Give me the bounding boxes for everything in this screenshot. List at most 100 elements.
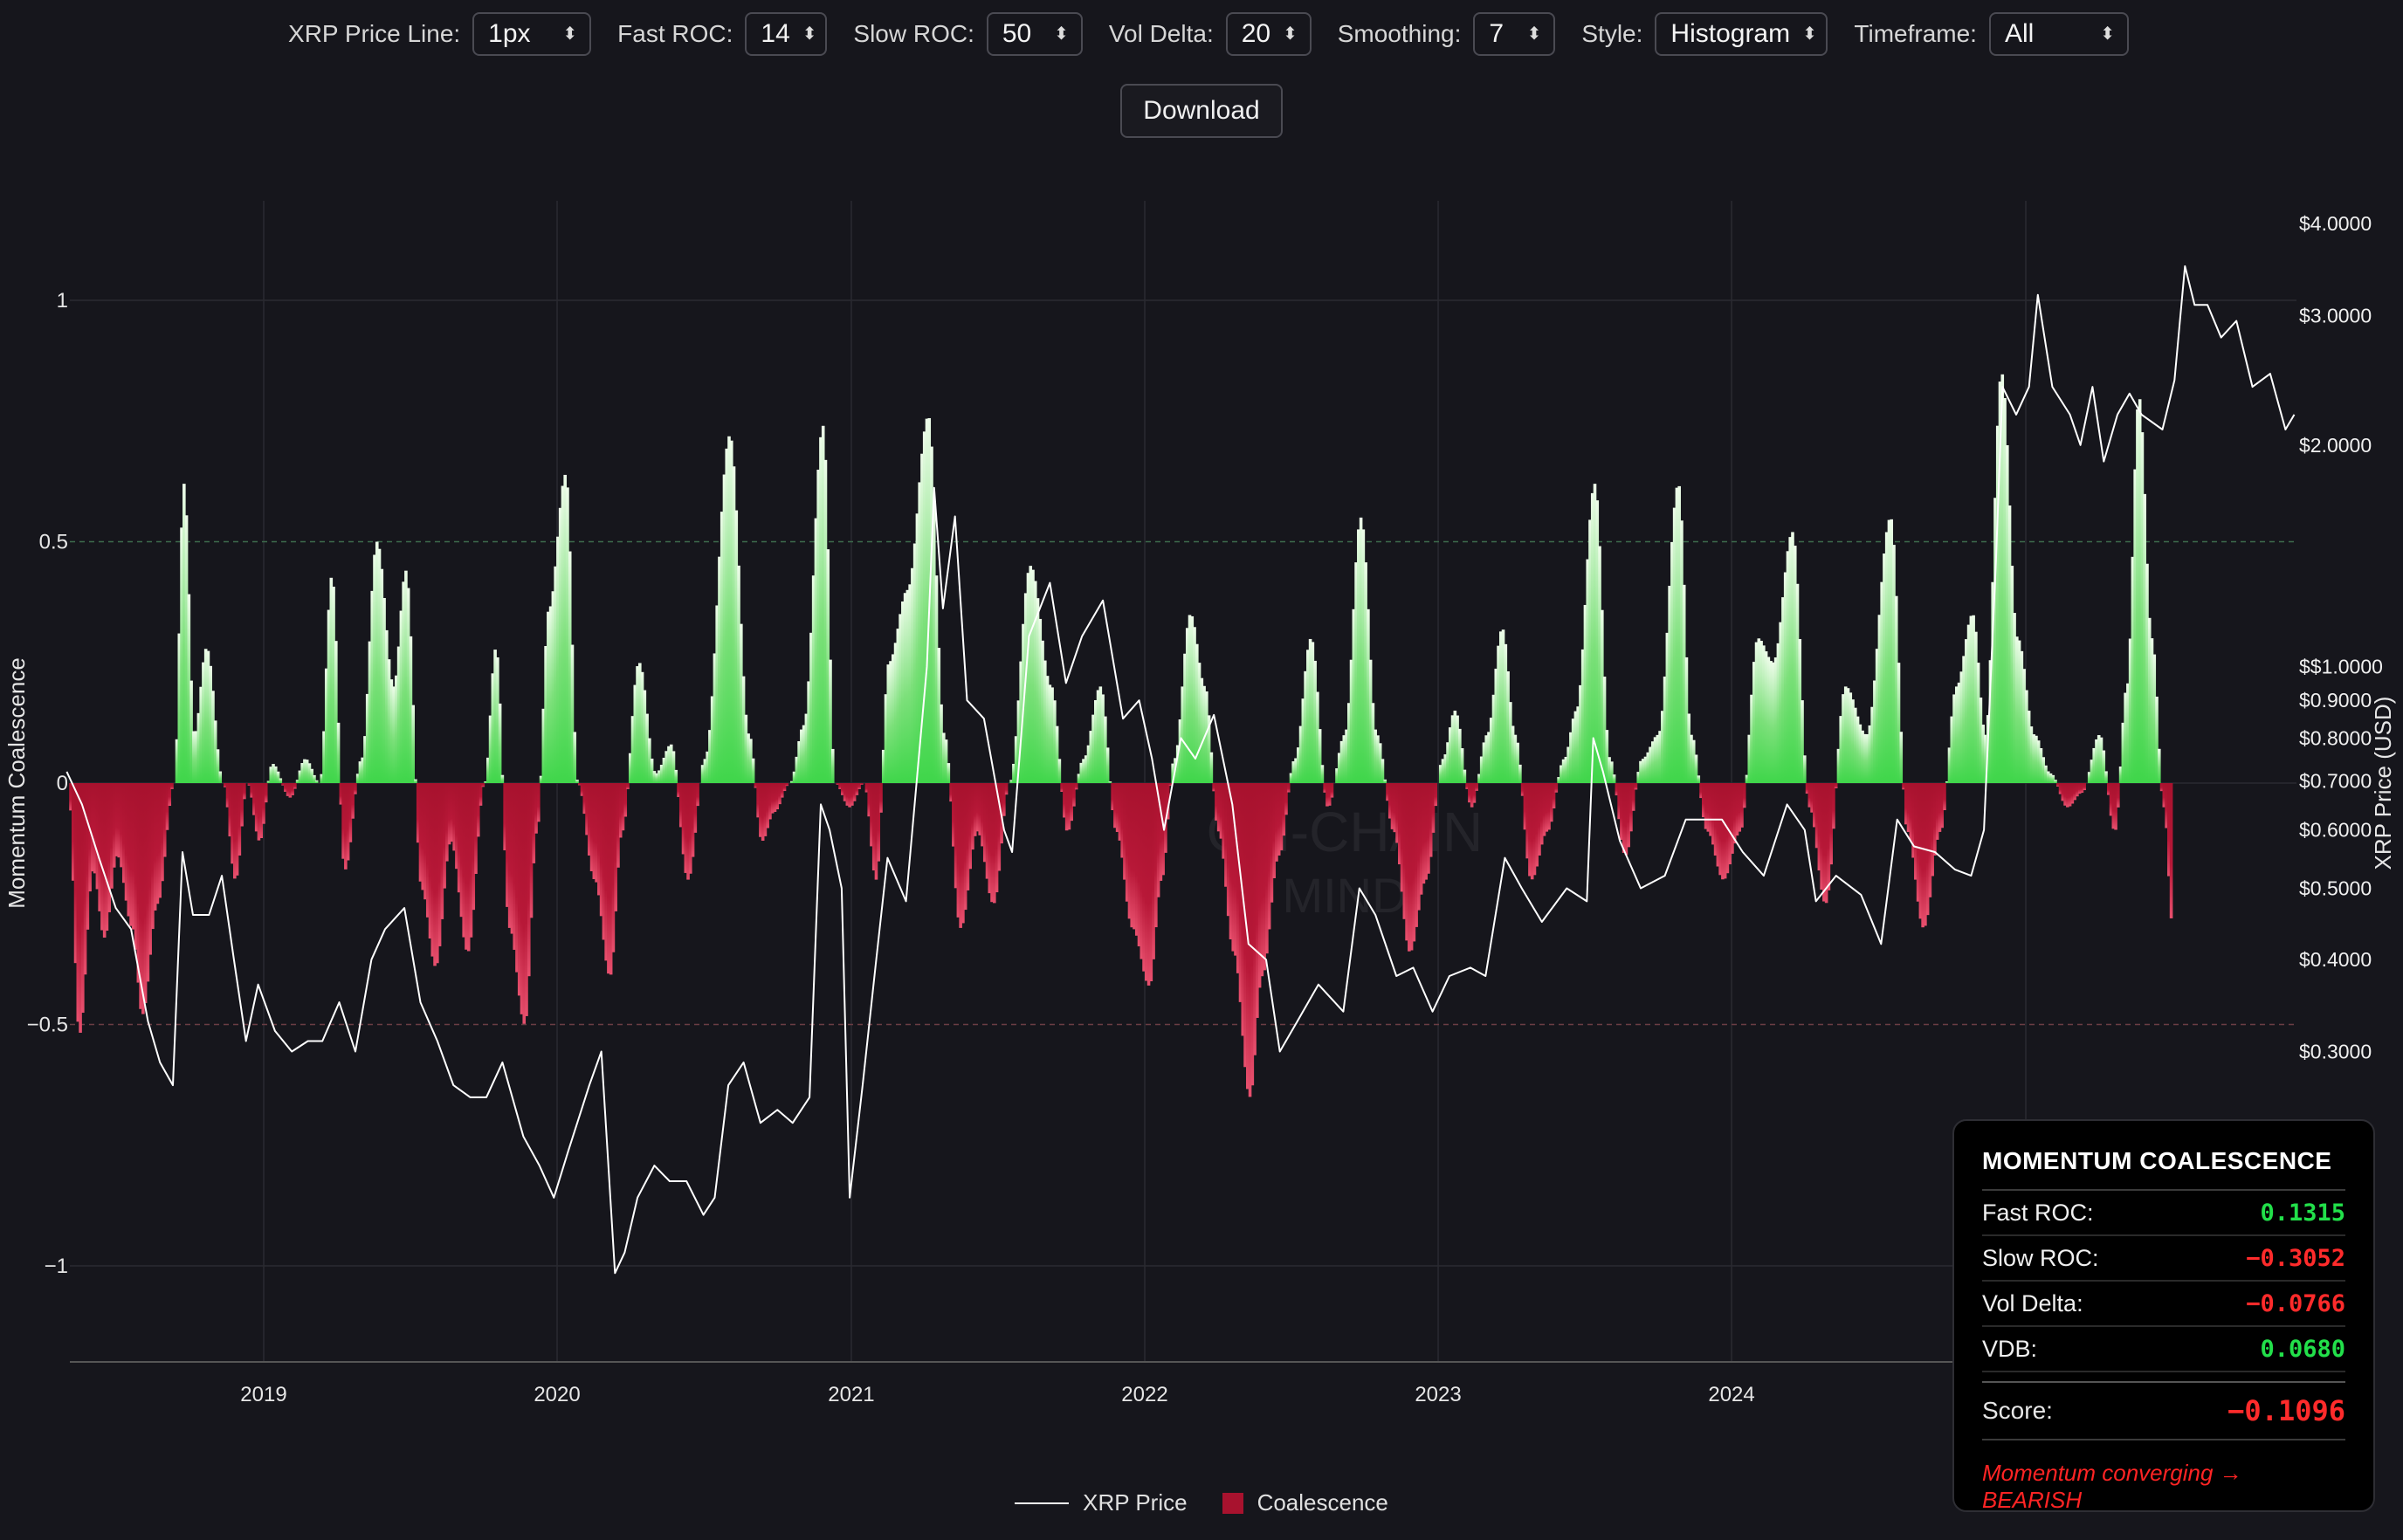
coalescence-bar xyxy=(954,783,958,889)
coalescence-bar xyxy=(1405,783,1408,941)
coalescence-bar xyxy=(1279,783,1284,850)
coalescence-bar xyxy=(836,783,840,785)
coalescence-bar xyxy=(930,446,933,783)
coalescence-bar xyxy=(855,783,859,795)
coalescence-bar xyxy=(170,783,174,789)
coalescence-bar xyxy=(1222,783,1225,859)
coalescence-bar xyxy=(1883,553,1886,783)
coalescence-bar xyxy=(1104,716,1107,783)
coalescence-bar xyxy=(659,765,664,783)
coalescence-bar xyxy=(1304,670,1307,783)
vol-delta-select[interactable]: 20 ⬍ xyxy=(1225,12,1312,56)
coalescence-bar xyxy=(1387,783,1392,819)
coalescence-bar xyxy=(2015,636,2019,783)
coalescence-bar xyxy=(1422,783,1426,884)
coalescence-bar xyxy=(1193,627,1196,783)
coalescence-bar xyxy=(595,783,598,883)
coalescence-bar xyxy=(1680,520,1683,783)
coalescence-bar xyxy=(1981,725,1985,783)
coalescence-bar xyxy=(114,783,119,856)
coalescence-bar xyxy=(416,783,420,843)
coalescence-bar xyxy=(1880,581,1883,783)
coalescence-bar xyxy=(1873,680,1876,783)
coalescence-bar xyxy=(117,783,121,858)
chevron-updown-icon: ⬍ xyxy=(2100,24,2115,44)
coalescence-bar xyxy=(151,783,155,930)
coalescence-bar xyxy=(1096,690,1100,783)
price-line-select[interactable]: 1px ⬍ xyxy=(472,12,592,56)
coalescence-bar xyxy=(841,783,844,795)
coalescence-bar xyxy=(136,783,141,983)
coalescence-bar xyxy=(238,783,242,856)
slow-roc-select[interactable]: 50 ⬍ xyxy=(986,12,1083,56)
coalescence-bar xyxy=(623,783,628,817)
coalescence-bar xyxy=(1470,783,1474,808)
coalescence-bar xyxy=(474,783,478,875)
coalescence-bar xyxy=(1417,783,1421,911)
coalescence-bar xyxy=(1475,783,1478,791)
coalescence-bar xyxy=(1072,783,1076,807)
coalescence-bar xyxy=(1489,718,1493,783)
coalescence-bar xyxy=(107,783,111,912)
coalescence-bar xyxy=(266,780,271,783)
coalescence-bar xyxy=(127,783,131,917)
coalescence-bar xyxy=(968,783,972,870)
chevron-updown-icon: ⬍ xyxy=(802,24,817,44)
coalescence-bar xyxy=(240,783,244,827)
style-select[interactable]: Histogram ⬍ xyxy=(1655,12,1828,56)
coalescence-bar xyxy=(763,783,768,836)
coalescence-bar xyxy=(1906,783,1911,832)
coalescence-bar xyxy=(1289,773,1293,783)
coalescence-bar xyxy=(1482,742,1486,783)
coalescence-bar xyxy=(1646,752,1650,783)
coalescence-bar xyxy=(2066,783,2069,808)
smoothing-select[interactable]: 7 ⬍ xyxy=(1473,12,1556,56)
coalescence-bar xyxy=(1560,765,1563,783)
coalescence-bar xyxy=(790,780,794,783)
coalescence-bar xyxy=(1523,783,1527,830)
momentum-chart: ON-CHAIN MIND 20192020202120222023202420… xyxy=(3,201,2396,1406)
fast-roc-select-value: 14 xyxy=(761,19,790,48)
coalescence-bar xyxy=(206,650,210,783)
coalescence-bar xyxy=(961,783,965,924)
coalescence-bar xyxy=(462,783,465,938)
coalescence-bar xyxy=(1130,783,1134,928)
coalescence-bar xyxy=(889,661,892,783)
coalescence-bar xyxy=(727,436,731,783)
coalescence-bar xyxy=(1921,783,1924,928)
coalescence-bar xyxy=(768,783,772,820)
coalescence-bar xyxy=(1313,660,1317,783)
coalescence-bar xyxy=(1583,604,1587,783)
coalescence-bar xyxy=(1663,676,1667,783)
coalescence-bar xyxy=(1822,783,1826,902)
coalescence-bar xyxy=(1598,546,1601,783)
coalescence-bar xyxy=(2083,783,2086,791)
coalescence-bar xyxy=(406,588,410,783)
coalescence-bar xyxy=(1272,783,1276,878)
timeframe-select[interactable]: All ⬍ xyxy=(1988,12,2129,56)
coalescence-bar xyxy=(1916,783,1920,902)
coalescence-bar xyxy=(729,440,733,783)
coalescence-bar xyxy=(2150,638,2154,783)
coalescence-bar xyxy=(1291,761,1296,783)
coalescence-bar xyxy=(1747,734,1752,783)
coalescence-bar xyxy=(532,783,536,863)
coalescence-bar xyxy=(254,783,258,832)
coalescence-bar xyxy=(2109,783,2113,816)
coalescence-bar xyxy=(2165,783,2168,828)
coalescence-bar xyxy=(2145,563,2149,783)
coalescence-bar xyxy=(963,783,967,911)
fast-roc-select[interactable]: 14 ⬍ xyxy=(745,12,828,56)
coalescence-bar xyxy=(1899,732,1904,783)
coalescence-bar xyxy=(643,690,647,783)
coalescence-bar xyxy=(98,783,101,911)
download-button[interactable]: Download xyxy=(1120,84,1283,138)
coalescence-bar xyxy=(233,783,237,879)
coalescence-bar xyxy=(1064,783,1069,831)
coalescence-bar xyxy=(1306,650,1310,783)
coalescence-bar xyxy=(952,783,955,847)
coalescence-bar xyxy=(1012,763,1016,783)
coalescence-bar xyxy=(1395,783,1399,843)
coalescence-bar xyxy=(1842,694,1845,783)
coalescence-bar xyxy=(1354,562,1358,783)
